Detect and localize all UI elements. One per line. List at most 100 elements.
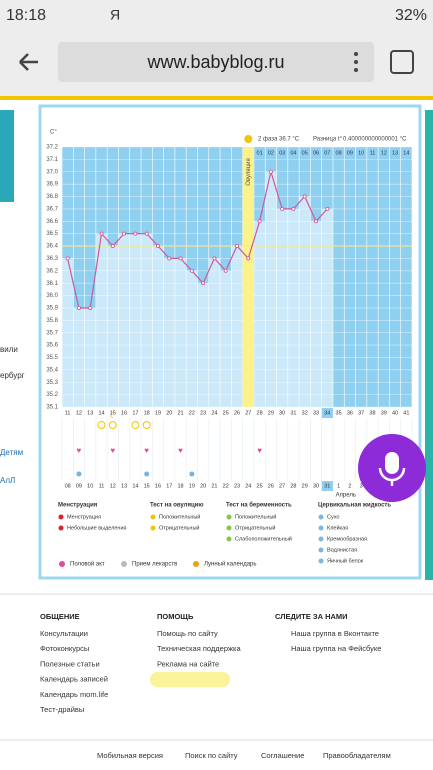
legend-icon [193, 561, 199, 567]
temp-point [280, 206, 285, 211]
phase-day: 06 [313, 150, 319, 156]
temp-column [186, 270, 198, 407]
diff-label: Разница t° [313, 137, 343, 143]
temp-column [107, 246, 119, 407]
y-tick-label: 35.9 [46, 306, 58, 312]
tabs[interactable] [390, 50, 414, 74]
temp-point [122, 231, 127, 236]
temp-point [302, 194, 307, 199]
date-label: 20 [200, 483, 206, 489]
heart-icon: ♥ [178, 446, 183, 455]
menu[interactable] [354, 52, 358, 56]
phase-day: 01 [257, 150, 263, 156]
footer-link[interactable]: Реклама на сайте [157, 659, 219, 668]
legend-item: Кремообразная [327, 536, 367, 542]
day-label: 30 [279, 410, 285, 416]
date-label: 23 [234, 483, 240, 489]
bottom-link[interactable]: Поиск по сайту [185, 751, 238, 760]
date-label: 2 [348, 483, 351, 489]
fragment: Детям [0, 448, 23, 457]
day-label: 33 [313, 410, 319, 416]
left-block [0, 110, 14, 202]
bottom-link[interactable]: Соглашение [261, 751, 304, 760]
date-label: 17 [166, 483, 172, 489]
footer-link[interactable]: Помощь по сайту [157, 629, 218, 638]
footer-link[interactable]: Консультации [40, 629, 88, 638]
date-label: 16 [155, 483, 161, 489]
y-tick-label: 36.4 [46, 244, 58, 250]
legend-icon [318, 547, 324, 553]
date-label: 19 [189, 483, 195, 489]
y-tick-label: 36.2 [46, 268, 58, 274]
phase-day: 02 [268, 150, 274, 156]
drop-icon [76, 471, 82, 477]
footer-link[interactable]: Календарь записей [40, 675, 108, 684]
footer-link[interactable]: Наша группа в Вконтакте [291, 629, 379, 638]
legend-item: Слабоположительный [235, 535, 292, 542]
temp-point [99, 231, 104, 236]
day-label: 28 [257, 410, 263, 416]
moon-icon: ☾ [109, 411, 116, 420]
date-label: 27 [279, 483, 285, 489]
back-button[interactable] [19, 53, 38, 71]
date-label: 29 [302, 483, 308, 489]
footer-link[interactable]: Техническая поддержка [157, 644, 241, 653]
phase-day: 05 [302, 150, 308, 156]
date-label: 13 [121, 483, 127, 489]
day-label: 29 [268, 410, 274, 416]
footer-link[interactable]: Календарь mom.life [40, 690, 108, 699]
day-label: 32 [302, 410, 308, 416]
date-label: 26 [268, 483, 274, 489]
temp-point [234, 244, 239, 249]
temp-point [223, 268, 228, 273]
day-label: 13 [87, 410, 93, 416]
date-label: 3 [360, 483, 363, 489]
heart-icon: ♥ [110, 446, 115, 455]
phase-temp: 36.7 °C [279, 137, 300, 143]
footer-link[interactable]: Наша группа на Фейсбуке [291, 644, 381, 653]
temp-point [257, 219, 262, 224]
day-label: 25 [223, 410, 229, 416]
legend-title: Менструация [58, 503, 98, 509]
temp-point [314, 219, 319, 224]
bottom-link[interactable]: Правообладателям [323, 751, 391, 760]
heart-icon: ♥ [77, 446, 82, 455]
day-label: 17 [132, 410, 138, 416]
legend-item: Яичный белок [327, 557, 364, 564]
y-tick-label: 35.3 [46, 380, 58, 386]
footer-link[interactable]: Фотоконкурсы [40, 644, 89, 653]
heart-icon: ♥ [257, 446, 262, 455]
clock: 18:18 [6, 7, 46, 24]
url-box[interactable] [58, 42, 374, 82]
legend-icon [150, 525, 156, 531]
footer-link[interactable]: Тест-драйвы [40, 705, 84, 714]
fragment: вили [0, 345, 18, 354]
month-label: Апрель [336, 493, 356, 499]
legend-icon [318, 558, 324, 564]
temp-point [155, 244, 160, 249]
bottom-link[interactable]: Мобильная версия [97, 751, 163, 760]
temp-point [65, 256, 70, 261]
temp-point [178, 256, 183, 261]
y-tick-label: 35.4 [46, 367, 58, 373]
day-label: 26 [234, 410, 240, 416]
day-label: 20 [166, 410, 172, 416]
day-label: 11 [65, 410, 71, 416]
temp-column [265, 171, 277, 407]
phase-day: 11 [370, 150, 376, 156]
y-tick-label: 35.1 [46, 405, 58, 411]
test-icon [142, 421, 151, 429]
phase-label: 2 фаза [258, 137, 278, 143]
y-tick-label: 35.8 [46, 318, 58, 324]
date-label: 09 [76, 483, 82, 489]
legend-icon [318, 525, 324, 531]
day-label: 24 [211, 410, 217, 416]
footer-title: ПОМОЩЬ [157, 612, 194, 621]
carrier: Я [110, 7, 120, 23]
y-tick-label: 37.1 [46, 157, 58, 163]
y-tick-label: 35.6 [46, 343, 58, 349]
footer-link[interactable]: Полезные статьи [40, 659, 100, 668]
test-icon [131, 421, 140, 429]
fragment: АлЛ [0, 476, 15, 485]
y-tick-label: 37.0 [46, 169, 58, 175]
